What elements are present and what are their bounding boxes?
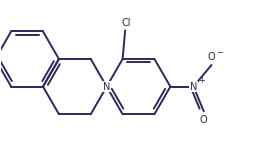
Text: −: −: [216, 48, 223, 57]
Text: N: N: [103, 82, 110, 92]
Text: O: O: [200, 115, 208, 125]
Text: Cl: Cl: [122, 18, 131, 28]
Text: +: +: [198, 76, 205, 85]
Text: N: N: [190, 82, 197, 92]
Text: O: O: [208, 53, 215, 63]
